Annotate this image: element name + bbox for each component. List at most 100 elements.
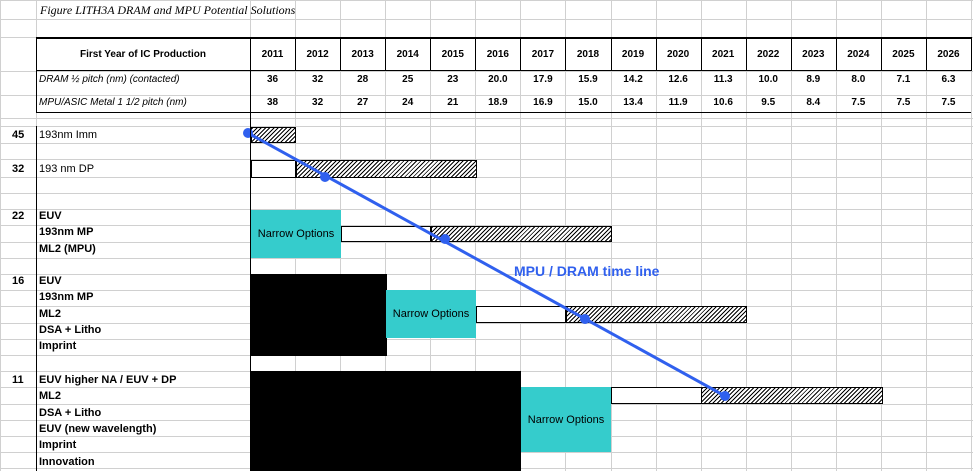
bar-11-production — [701, 387, 883, 404]
bar-11-research — [251, 371, 521, 471]
year-cell: 2012 — [306, 48, 329, 60]
grid-line-h — [0, 118, 973, 119]
year-cell: 2016 — [486, 48, 509, 60]
timeline-point-2021 — [720, 391, 730, 401]
node-label: 11 — [12, 374, 24, 386]
grid-line-v — [925, 0, 927, 471]
metric-value-cell: 8.0 — [851, 74, 866, 85]
grid-line-v — [880, 0, 882, 471]
metric-value-cell: 13.4 — [623, 97, 643, 108]
table-border — [250, 37, 251, 471]
year-cell: 2011 — [261, 48, 284, 60]
metric-value-cell: 11.9 — [668, 97, 688, 108]
year-cell: 2017 — [531, 48, 555, 60]
technology-item: Innovation — [39, 455, 95, 468]
bar-32-193dp-development — [251, 160, 296, 178]
metric-value-cell: 10.0 — [758, 74, 778, 85]
table-border — [36, 126, 37, 471]
figure-title: Figure LITH3A DRAM and MPU Potential Sol… — [40, 3, 296, 17]
table-border — [340, 37, 342, 71]
metric-value-cell: 11.3 — [713, 74, 733, 85]
table-border — [655, 37, 657, 71]
year-cell: 2023 — [802, 48, 825, 60]
metric-value-cell: 25 — [402, 74, 414, 85]
bar-16-research — [251, 274, 387, 356]
grid-line-h — [0, 193, 973, 194]
table-border — [610, 37, 612, 71]
table-border — [971, 37, 972, 71]
timeline-point-2012 — [320, 172, 330, 182]
year-cell: 2019 — [621, 48, 645, 60]
metric-value-cell: 7.5 — [896, 97, 911, 108]
bar-16-narrow-options: Narrow Options — [386, 290, 476, 338]
node-label: 32 — [12, 163, 25, 175]
bar-32-193dp-production — [296, 160, 477, 178]
grid-line-h — [0, 19, 973, 20]
grid-line-h — [0, 143, 973, 144]
metric-value-cell: 32 — [312, 74, 324, 85]
metric-value-cell: 8.9 — [806, 74, 821, 85]
bar-16-development — [476, 306, 566, 323]
metric-value-cell: 20.0 — [488, 74, 508, 85]
technology-item: 193 nm DP — [39, 163, 95, 175]
table-border — [475, 37, 477, 71]
technology-item: ML2 — [39, 307, 61, 320]
technology-item: ML2 (MPU) — [39, 242, 96, 255]
technology-item: Imprint — [39, 340, 77, 353]
grid-line-v — [971, 0, 972, 471]
metric-value-cell: 9.5 — [761, 97, 776, 108]
technology-item: DSA + Litho — [39, 323, 102, 336]
metric-value-cell: 27 — [357, 97, 369, 108]
grid-line-h — [0, 258, 973, 259]
technology-item: EUV higher NA / EUV + DP — [39, 374, 177, 386]
technology-item: DSA + Litho — [39, 406, 102, 419]
metric-value-cell: 32 — [312, 97, 324, 108]
bar-11-narrow-options: Narrow Options — [521, 387, 611, 452]
year-cell: 2018 — [576, 48, 600, 60]
technology-item: 193nm MP — [39, 226, 94, 239]
metric-value-cell: 7.1 — [896, 74, 911, 85]
grid-line-h — [0, 71, 973, 72]
grid-line-v — [655, 0, 657, 471]
narrow-options-label-22: Narrow Options — [257, 228, 335, 240]
metric-value-cell: 15.9 — [578, 74, 598, 85]
table-border — [835, 37, 837, 71]
metric-value-cell: 15.0 — [578, 97, 598, 108]
year-cell: 2014 — [396, 48, 419, 60]
table-border — [36, 112, 971, 113]
technology-item: EUV — [39, 210, 62, 222]
grid-line-v — [745, 0, 747, 471]
metric-value-cell: 12.6 — [668, 74, 688, 85]
table-border — [520, 37, 522, 71]
grid-line-h — [0, 126, 973, 127]
table-border — [36, 70, 971, 71]
table-border — [295, 37, 297, 71]
grid-line-v — [0, 0, 1, 471]
technology-item: EUV — [39, 275, 62, 287]
technology-item: 193nm Imm — [39, 129, 98, 141]
year-cell: 2013 — [351, 48, 374, 60]
grid-line-h — [0, 274, 973, 275]
node-label: 16 — [12, 275, 25, 287]
grid-line-h — [0, 242, 973, 243]
year-cell: 2024 — [847, 48, 870, 60]
narrow-options-label-16: Narrow Options — [392, 308, 470, 320]
table-border — [745, 37, 747, 71]
metric-value-cell: 7.5 — [941, 97, 956, 108]
node-label: 45 — [12, 129, 25, 141]
dram-half-pitch-label: DRAM ½ pitch (nm) (contacted) — [39, 74, 180, 85]
year-cell: 2026 — [937, 48, 960, 60]
grid-line-h — [0, 209, 973, 210]
metric-value-cell: 28 — [357, 74, 369, 85]
timeline-point-2011 — [243, 128, 253, 138]
metric-value-cell: 6.3 — [941, 74, 956, 85]
grid-line-v — [790, 0, 792, 471]
metric-value-cell: 14.2 — [623, 74, 643, 85]
year-cell: 2025 — [892, 48, 915, 60]
metric-value-cell: 38 — [266, 97, 279, 108]
metric-value-cell: 7.5 — [851, 97, 866, 108]
table-border — [700, 37, 702, 71]
year-cell: 2021 — [712, 48, 735, 60]
table-border — [36, 37, 37, 113]
